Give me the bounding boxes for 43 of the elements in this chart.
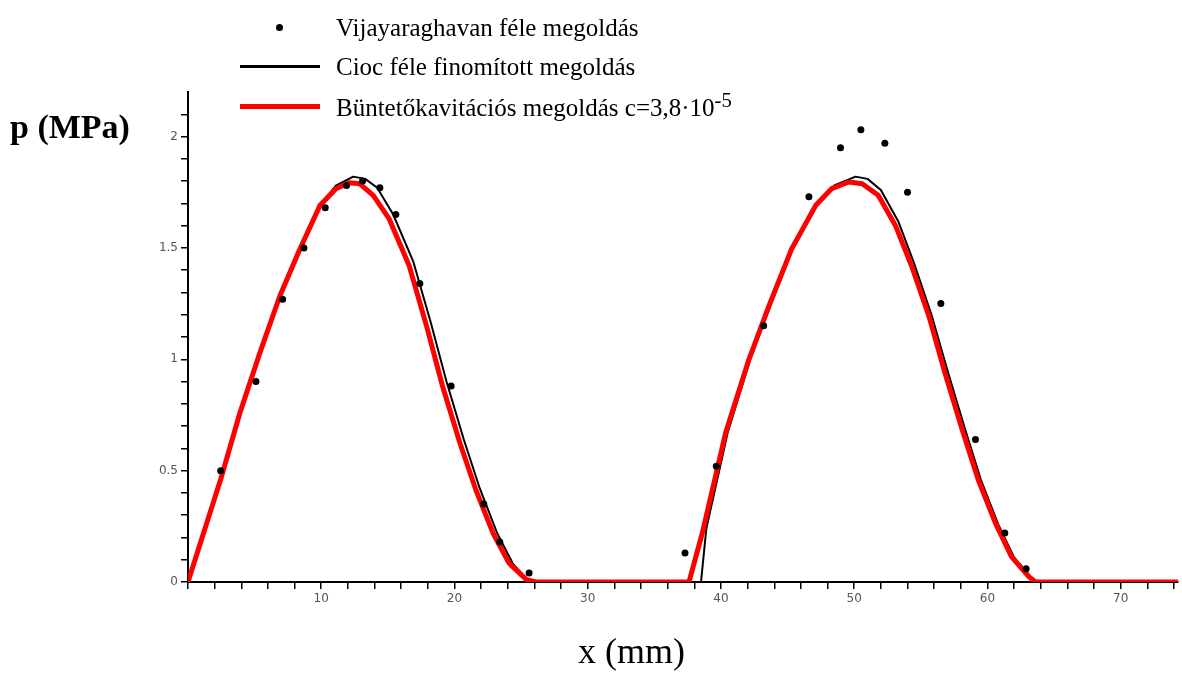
y-tick-label: 0 bbox=[170, 574, 178, 589]
point bbox=[447, 382, 455, 390]
point bbox=[376, 184, 384, 192]
point bbox=[279, 295, 287, 303]
point bbox=[937, 300, 945, 308]
legend-label: Vijayaraghavan féle megoldás bbox=[336, 13, 639, 42]
x-tick-label: 50 bbox=[846, 591, 862, 606]
point bbox=[343, 182, 351, 190]
x-tick-label: 70 bbox=[1113, 591, 1129, 606]
point bbox=[217, 467, 225, 475]
x-axis-title: x (mm) bbox=[578, 630, 685, 672]
x-tick-label: 60 bbox=[979, 591, 996, 606]
point bbox=[681, 549, 689, 557]
point bbox=[904, 188, 912, 196]
point bbox=[416, 280, 424, 288]
point bbox=[971, 435, 979, 443]
point bbox=[712, 462, 720, 470]
point bbox=[496, 538, 504, 546]
point bbox=[525, 569, 533, 577]
point bbox=[359, 177, 367, 185]
point bbox=[300, 244, 308, 252]
y-axis-title: p (MPa) bbox=[10, 108, 130, 146]
point bbox=[1022, 565, 1030, 573]
legend-label: Büntetőkavitációs megoldás c=3,8·10$^{-5}$ bbox=[336, 88, 732, 123]
point bbox=[805, 193, 813, 201]
point bbox=[1001, 529, 1009, 537]
point bbox=[881, 139, 889, 147]
point bbox=[252, 378, 260, 386]
legend-label: Cioc féle finomított megoldás bbox=[336, 52, 636, 81]
y-tick-label: 1 bbox=[170, 351, 178, 366]
x-tick-label: 40 bbox=[713, 591, 729, 606]
point bbox=[321, 204, 329, 212]
x-tick-label: 20 bbox=[446, 591, 463, 606]
point bbox=[480, 500, 488, 508]
y-tick-label: 1.5 bbox=[158, 240, 178, 255]
point bbox=[760, 322, 768, 330]
point bbox=[392, 211, 400, 218]
x-tick-label: 30 bbox=[580, 591, 596, 606]
point bbox=[836, 144, 844, 152]
y-tick-label: 0.5 bbox=[158, 462, 178, 477]
y-tick-label: 2 bbox=[170, 128, 178, 143]
point bbox=[857, 126, 865, 134]
x-tick-label: 10 bbox=[313, 591, 329, 606]
